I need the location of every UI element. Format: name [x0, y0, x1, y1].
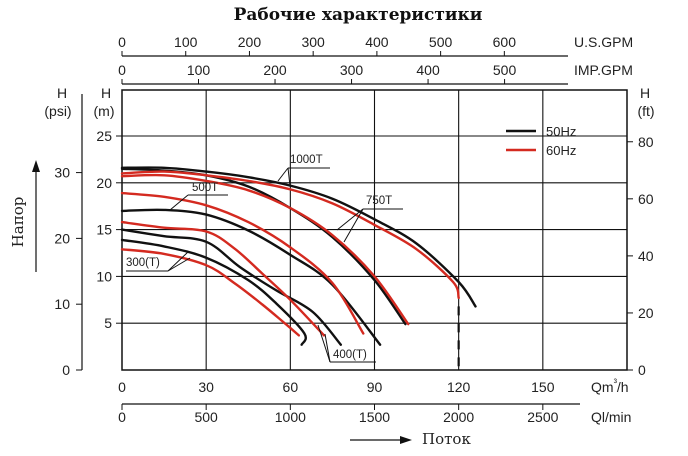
psi-axis-tick-label: 30	[54, 165, 70, 181]
curve-300t-50hz	[120, 238, 307, 346]
usgpm-axis-tick-label: 300	[301, 34, 325, 50]
curve-annotations: 1000T 750T 500T 300(T) 400(T)	[126, 154, 460, 367]
legend-label-50hz: 50Hz	[546, 124, 576, 139]
curve-label-500t: 500T	[192, 182, 218, 194]
ft-axis-tick-label: 20	[638, 305, 654, 321]
x-title-arrow-head	[400, 436, 412, 444]
curve-300t-60hz	[120, 248, 300, 337]
psi-axis-tick-label: 10	[54, 296, 70, 312]
ft-axis-tick-label: 60	[638, 191, 654, 207]
impgpm-axis-tick-label: 300	[340, 62, 364, 78]
m-axis-tick-label: 20	[96, 175, 112, 191]
leader-400t	[317, 324, 331, 363]
m-axis-tick-label: 10	[96, 268, 112, 284]
lmin-axis-tick-label: 2000	[443, 409, 474, 425]
leader-750t	[336, 208, 364, 231]
leader-400t	[324, 333, 331, 363]
curve-1000t-60hz	[120, 170, 460, 300]
pump-curves	[120, 166, 477, 346]
legend: 50Hz 60Hz	[506, 124, 576, 158]
usgpm-axis-tick-label: 400	[365, 34, 389, 50]
q-axis-tick-label: 150	[531, 379, 555, 395]
usgpm-axis-tick-label: 200	[238, 34, 262, 50]
lmin-axis-tick-label: 0	[118, 409, 126, 425]
impgpm-axis-tick-label: 100	[187, 62, 211, 78]
curve-label-750t: 750T	[366, 195, 392, 207]
m-axis-tick-label: 15	[96, 222, 112, 238]
leader-500t	[169, 194, 189, 211]
impgpm-axis-tick-label: 200	[263, 62, 287, 78]
y-axis-title: Напор	[9, 197, 27, 248]
q-axis-unit: Qm³/h	[591, 378, 629, 395]
curve-400t-60hz	[120, 220, 326, 337]
q-axis-tick-label: 60	[283, 379, 299, 395]
curve-400t-50hz	[120, 228, 342, 346]
m-axis-unit: H	[101, 85, 111, 101]
ft-axis-tick-label: 0	[638, 362, 646, 378]
ft-axis-unit: H	[640, 85, 650, 101]
m-axis-tick-label: 5	[104, 315, 112, 331]
psi-axis-unit: H	[57, 85, 67, 101]
impgpm-axis-tick-label: 400	[416, 62, 440, 78]
usgpm-axis-tick-label: 0	[118, 34, 126, 50]
psi-axis-tick-label: 20	[54, 230, 70, 246]
impgpm-axis-tick-label: 500	[493, 62, 517, 78]
curve-750t-60hz	[120, 173, 410, 326]
leader-300t	[167, 251, 189, 272]
x-axis-title: Поток	[422, 430, 471, 448]
curve-label-300t: 300(T)	[126, 257, 160, 269]
usgpm-axis-tick-label: 600	[493, 34, 517, 50]
usgpm-axis-unit: U.S.GPM	[574, 34, 633, 50]
curve-500t-60hz	[120, 191, 365, 335]
grid	[121, 89, 628, 371]
lmin-axis-tick-label: 1500	[359, 409, 390, 425]
axes: 5 10 15 20 25 H (m) 0 10 20 30 H (psi) 0 20 40 60 80 H (ft)…	[32, 34, 655, 444]
q-axis-tick-label: 30	[198, 379, 214, 395]
ft-axis-tick-label: 40	[638, 248, 654, 264]
leader-300t	[167, 257, 191, 272]
leader-1000t	[277, 167, 289, 182]
chart-title: Рабочие характеристики	[234, 5, 483, 25]
lmin-axis-unit: Ql/min	[591, 409, 631, 425]
q-axis-tick-label: 120	[447, 379, 471, 395]
ft-axis-unit-sub: (ft)	[637, 103, 654, 119]
lmin-axis-tick-label: 500	[194, 409, 218, 425]
leader-750t	[343, 208, 364, 243]
curve-label-1000t: 1000T	[290, 154, 323, 166]
psi-axis-unit-sub: (psi)	[44, 103, 71, 119]
usgpm-axis-tick-label: 500	[429, 34, 453, 50]
y-title-arrow-head	[32, 160, 40, 172]
q-axis-tick-label: 0	[118, 379, 126, 395]
curve-label-400t: 400(T)	[333, 349, 367, 361]
impgpm-axis-tick-label: 0	[118, 62, 126, 78]
curve-1000t-50hz	[120, 166, 477, 308]
impgpm-axis-unit: IMP.GPM	[574, 62, 633, 78]
lmin-axis-tick-label: 1000	[275, 409, 306, 425]
leader-1000t	[287, 167, 291, 187]
ft-axis-tick-label: 80	[638, 134, 654, 150]
q-axis-tick-label: 90	[367, 379, 383, 395]
m-axis-tick-label: 25	[96, 128, 112, 144]
psi-axis-tick-label: 0	[62, 362, 70, 378]
lmin-axis-tick-label: 2500	[527, 409, 558, 425]
m-axis-unit-sub: (m)	[94, 103, 115, 119]
legend-label-60hz: 60Hz	[546, 143, 576, 158]
usgpm-axis-tick-label: 100	[174, 34, 198, 50]
